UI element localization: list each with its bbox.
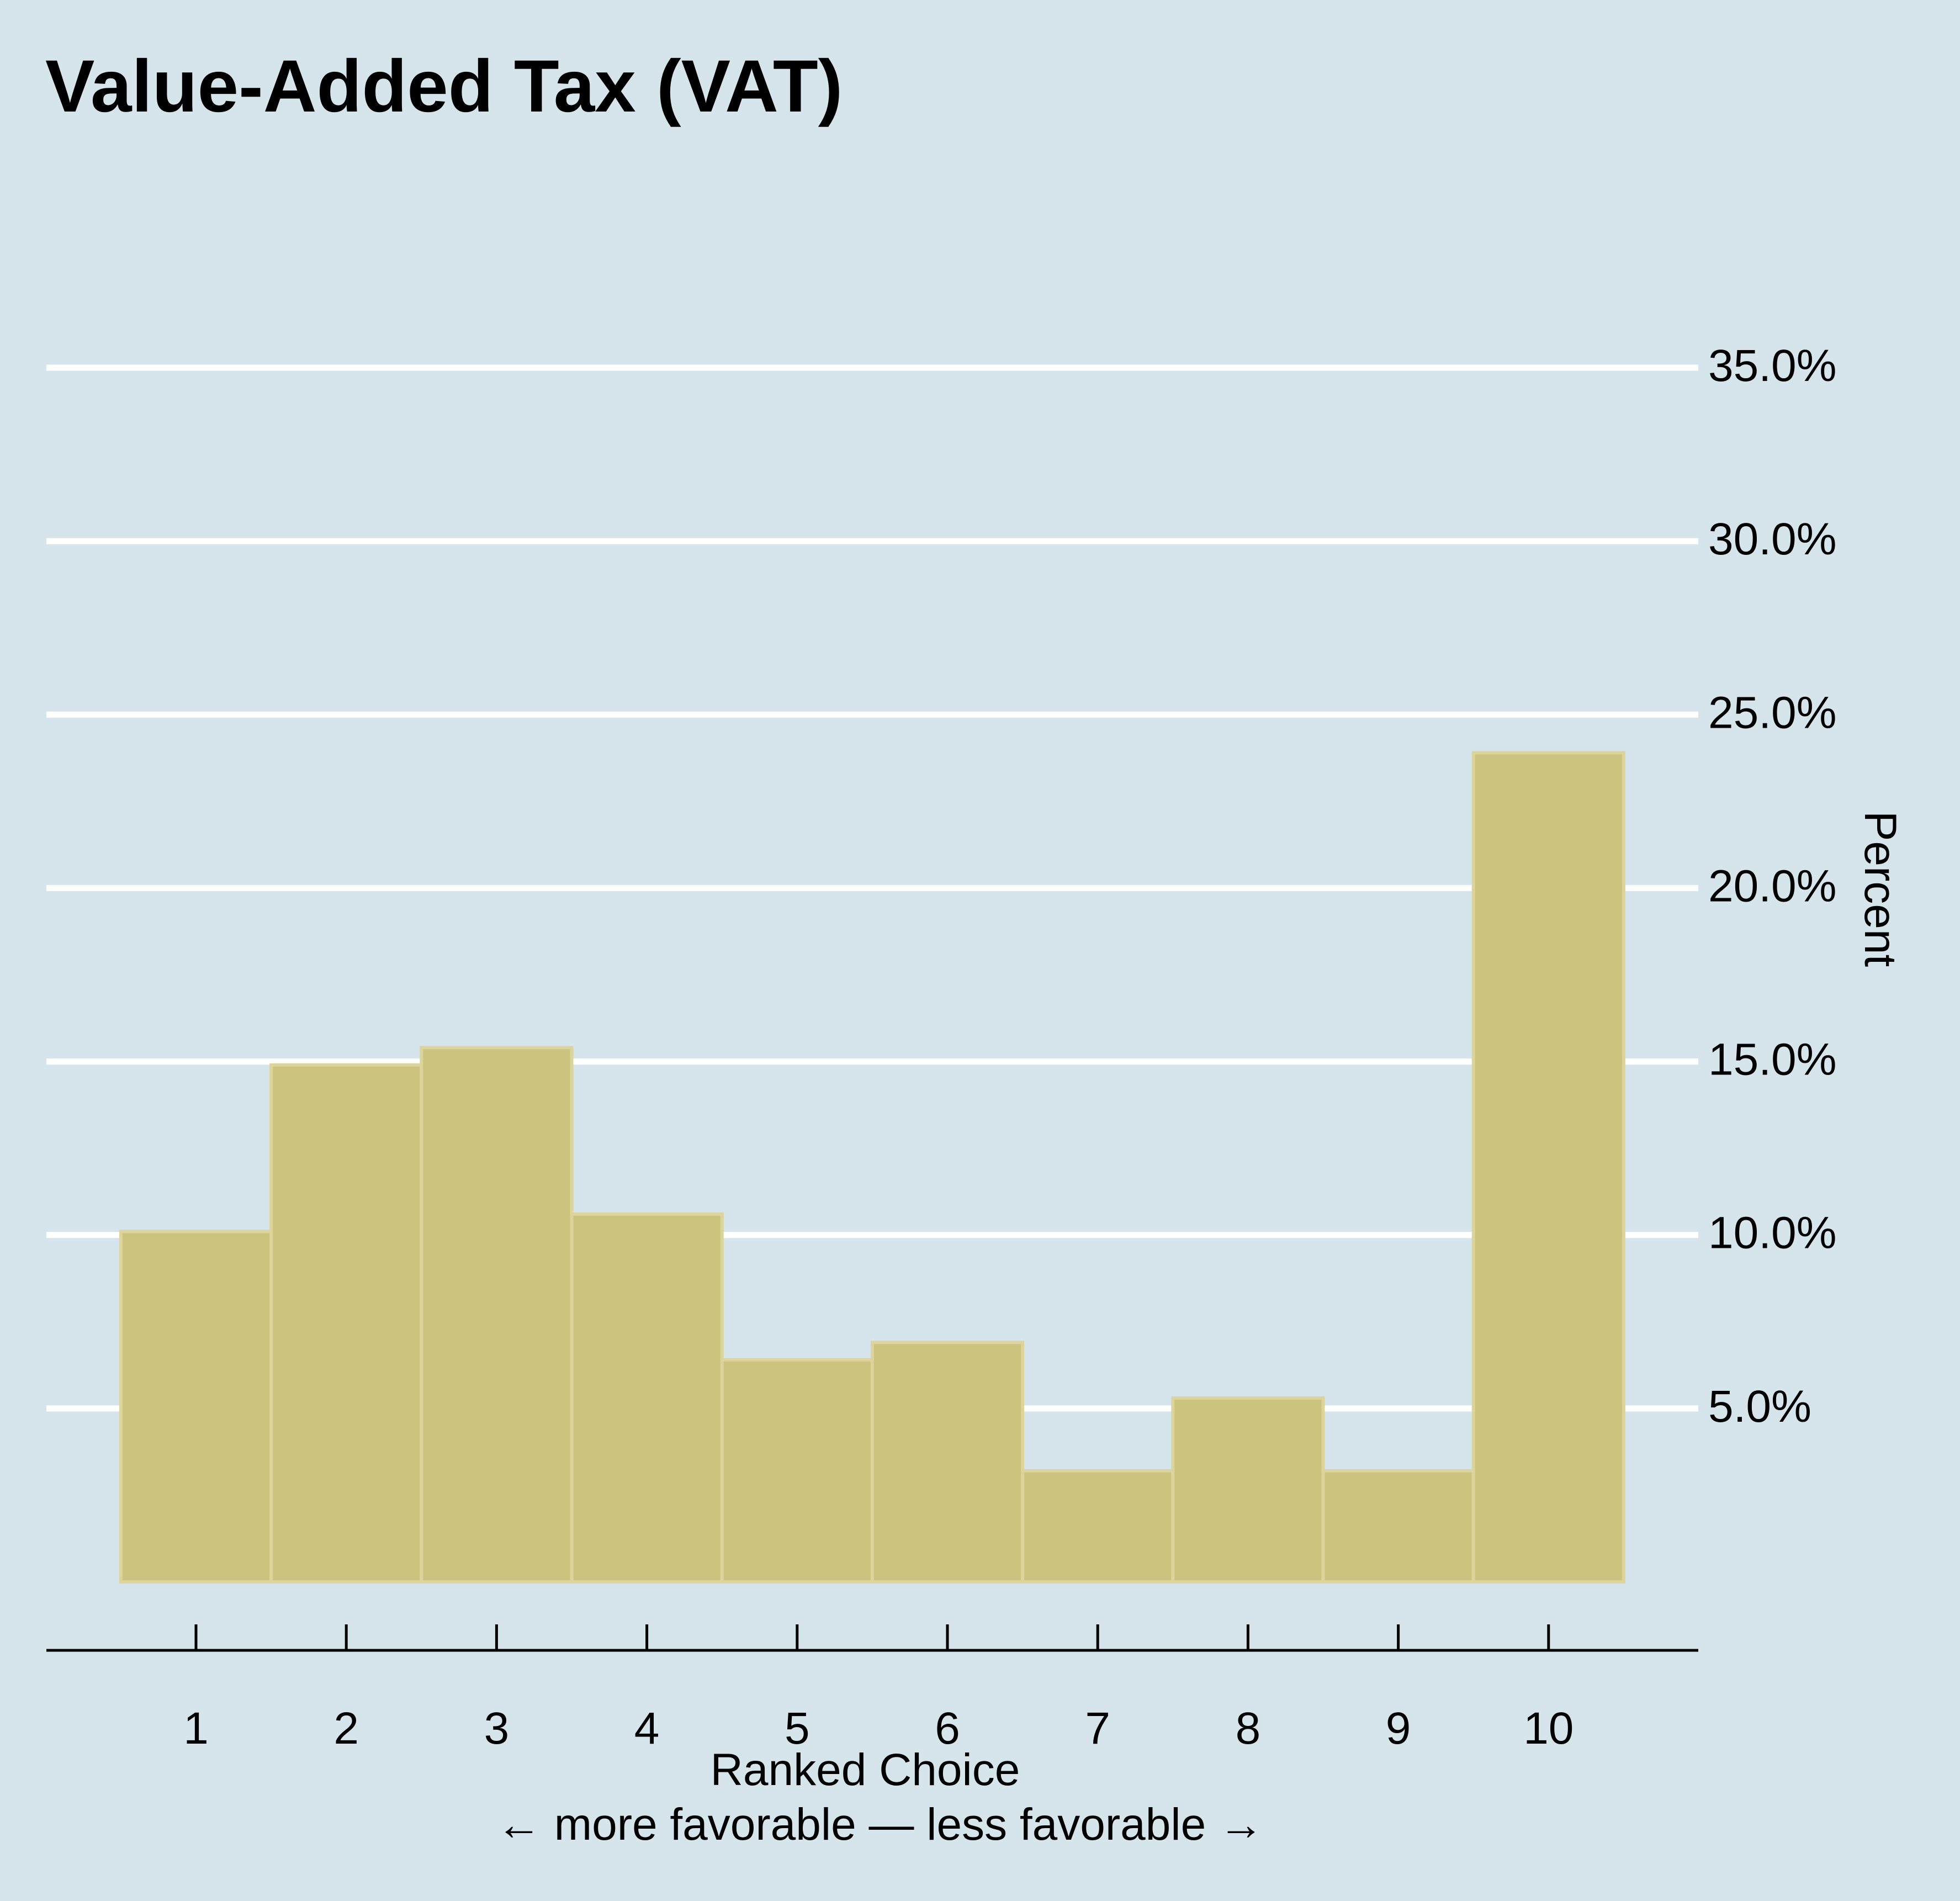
y-tick-label: 10.0%	[1708, 1208, 1837, 1258]
y-tick-label: 35.0%	[1708, 341, 1837, 391]
bar	[1471, 751, 1625, 1584]
bar	[870, 1341, 1025, 1584]
bar	[119, 1230, 273, 1584]
x-tick-label: 6	[935, 1703, 960, 1754]
x-tick-label: 1	[183, 1703, 209, 1754]
x-axis-label: Ranked Choice	[711, 1745, 1020, 1795]
bar	[269, 1063, 423, 1584]
bar	[570, 1212, 724, 1584]
x-tick-label: 9	[1386, 1703, 1411, 1754]
x-tick-label: 2	[333, 1703, 359, 1754]
x-tick-label: 3	[484, 1703, 510, 1754]
bar	[720, 1358, 874, 1584]
chart-title: Value-Added Tax (VAT)	[45, 45, 843, 128]
y-axis-label: Percent	[1855, 811, 1905, 967]
x-tick-label: 10	[1523, 1703, 1574, 1754]
y-tick-label: 25.0%	[1708, 687, 1837, 738]
bar	[1021, 1469, 1175, 1584]
x-tick-label: 8	[1236, 1703, 1261, 1754]
x-tick-label: 4	[634, 1703, 660, 1754]
y-tick-label: 30.0%	[1708, 514, 1837, 564]
bar	[1171, 1396, 1325, 1584]
x-tick-label: 5	[785, 1703, 810, 1754]
bar	[1321, 1469, 1475, 1584]
y-tick-label: 20.0%	[1708, 861, 1837, 911]
bar	[420, 1046, 574, 1584]
x-tick-label: 7	[1085, 1703, 1110, 1754]
y-tick-label: 5.0%	[1708, 1381, 1811, 1432]
x-axis-sublabel: ← more favorable — less favorable →	[496, 1799, 1264, 1850]
y-tick-label: 15.0%	[1708, 1035, 1837, 1085]
